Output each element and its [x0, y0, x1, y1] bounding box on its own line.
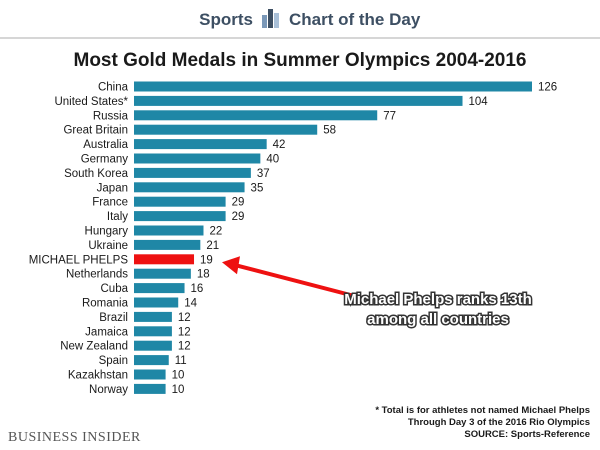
bar-russia	[134, 110, 378, 121]
bar-new-zealand	[134, 340, 172, 351]
value-label-michael-phelps: 19	[200, 254, 213, 266]
category-label-netherlands: Netherlands	[66, 269, 128, 281]
bar-great-britain	[134, 124, 318, 135]
value-label-ukraine: 21	[206, 240, 219, 252]
value-label-japan: 35	[251, 182, 264, 194]
arrow-head	[222, 256, 240, 275]
bar-france	[134, 196, 226, 207]
value-label-south-korea: 37	[257, 168, 270, 180]
annotation-line-1: Michael Phelps ranks 13th	[344, 291, 532, 308]
footnote-source: SOURCE: Sports-Reference	[464, 429, 590, 440]
category-label-hungary: Hungary	[85, 226, 129, 238]
category-label-brazil: Brazil	[99, 312, 128, 324]
bar-michael-phelps	[134, 254, 195, 265]
category-label-jamaica: Jamaica	[85, 326, 128, 338]
value-label-norway: 10	[172, 384, 185, 396]
footnote-through-day: Through Day 3 of the 2016 Rio Olympics	[408, 417, 590, 428]
bar-hungary	[134, 225, 204, 236]
value-label-russia: 77	[383, 110, 396, 122]
header-left-label: Sports	[199, 10, 253, 29]
bar-netherlands	[134, 268, 191, 279]
category-label-kazakhstan: Kazakhstan	[68, 370, 128, 382]
bar-south-korea	[134, 167, 251, 178]
category-label-italy: Italy	[107, 211, 128, 223]
category-label-china: China	[98, 82, 129, 94]
category-label-spain: Spain	[99, 355, 128, 367]
category-label-michael-phelps: MICHAEL PHELPS	[29, 254, 129, 266]
annotation-line-2: among all countries	[367, 311, 509, 328]
bar-italy	[134, 211, 226, 222]
bar-japan	[134, 182, 245, 193]
chart-header: Sports Chart of the Day	[199, 9, 421, 29]
bar-united-states	[134, 95, 463, 106]
footnote-asterisk: * Total is for athletes not named Michae…	[375, 405, 590, 416]
chart-title: Most Gold Medals in Summer Olympics 2004…	[74, 50, 527, 71]
value-label-france: 29	[232, 197, 245, 209]
bar-china	[134, 81, 532, 92]
value-label-jamaica: 12	[178, 326, 191, 338]
value-label-italy: 29	[232, 211, 245, 223]
value-label-spain: 11	[175, 355, 187, 367]
value-label-great-britain: 58	[323, 125, 336, 137]
brand-logo: BUSINESS INSIDER	[8, 430, 141, 445]
value-label-cuba: 16	[191, 283, 204, 295]
bar-australia	[134, 139, 267, 150]
category-label-united-states: United States*	[54, 96, 128, 108]
value-label-hungary: 22	[209, 226, 222, 238]
category-label-ukraine: Ukraine	[88, 240, 128, 252]
value-label-new-zealand: 12	[178, 341, 191, 353]
category-label-france: France	[92, 197, 128, 209]
bar-chart-icon	[262, 9, 279, 28]
arrow-shaft	[234, 263, 364, 300]
bar-brazil	[134, 311, 172, 322]
value-label-germany: 40	[266, 154, 279, 166]
bar-jamaica	[134, 326, 172, 337]
category-label-norway: Norway	[89, 384, 128, 396]
value-label-australia: 42	[273, 139, 286, 151]
category-label-russia: Russia	[93, 110, 129, 122]
bar-romania	[134, 297, 179, 308]
value-label-kazakhstan: 10	[172, 370, 185, 382]
category-label-germany: Germany	[81, 154, 129, 166]
bar-kazakhstan	[134, 369, 166, 380]
value-label-brazil: 12	[178, 312, 191, 324]
value-label-united-states: 104	[469, 96, 489, 108]
category-label-cuba: Cuba	[101, 283, 129, 295]
bar-germany	[134, 153, 261, 164]
bar-spain	[134, 355, 169, 366]
category-label-south-korea: South Korea	[64, 168, 129, 180]
bar-cuba	[134, 283, 185, 294]
value-label-china: 126	[538, 82, 557, 94]
category-label-great-britain: Great Britain	[63, 125, 128, 137]
category-label-japan: Japan	[97, 182, 128, 194]
bar-ukraine	[134, 239, 201, 250]
category-label-romania: Romania	[82, 298, 129, 310]
bar-norway	[134, 383, 166, 394]
category-label-australia: Australia	[83, 139, 128, 151]
category-label-new-zealand: New Zealand	[60, 341, 128, 353]
annotation-arrow	[222, 256, 364, 300]
value-label-netherlands: 18	[197, 269, 210, 281]
bars-layer: China 126 United States* 104 Russia 77 Great B…	[29, 81, 557, 396]
value-label-romania: 14	[184, 298, 197, 310]
header-right-label: Chart of the Day	[289, 10, 421, 29]
